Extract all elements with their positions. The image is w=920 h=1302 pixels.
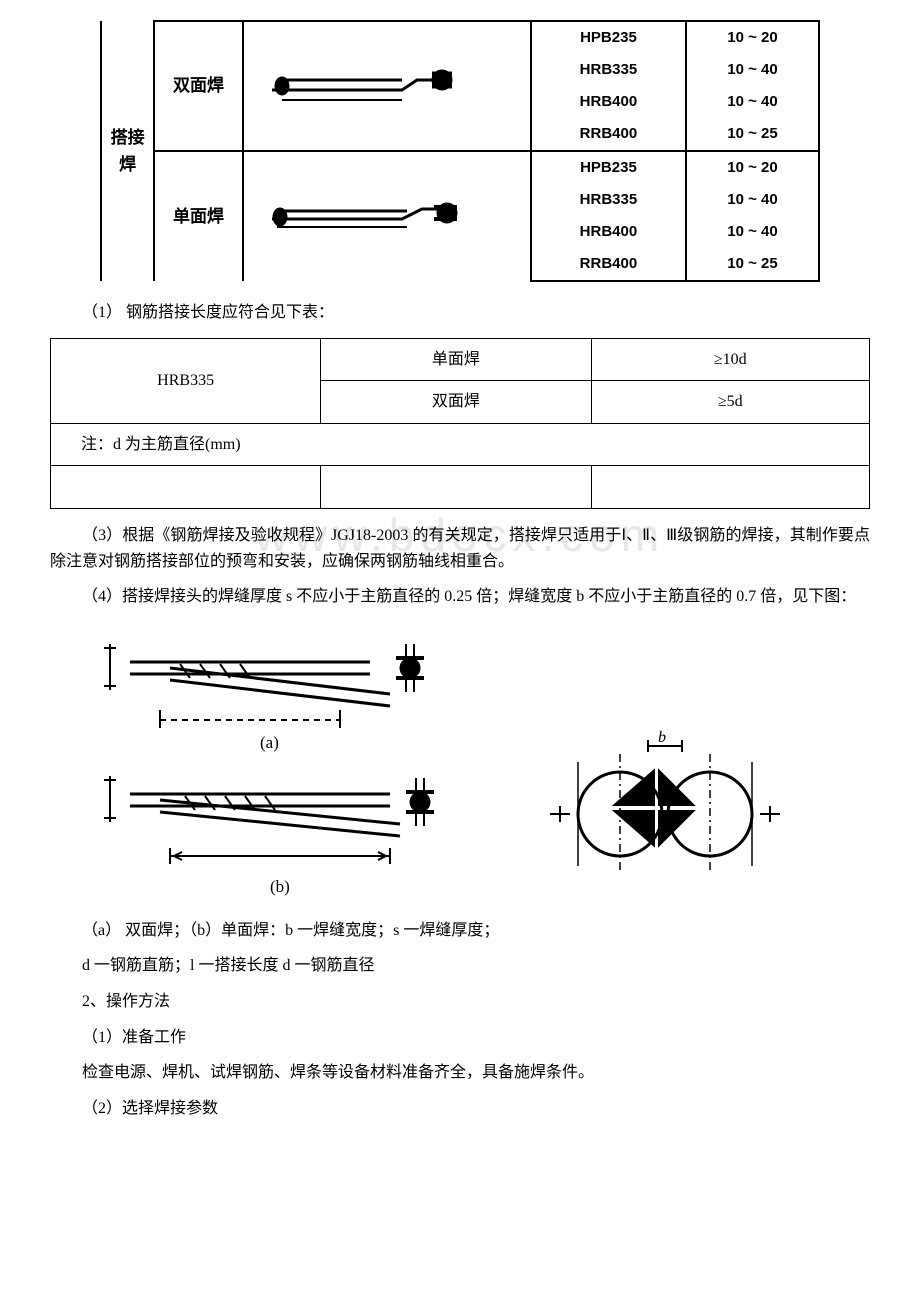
type-label-double: 双面焊	[154, 21, 243, 151]
code-cell: HRB400	[531, 86, 686, 118]
spec-left-header: HRB335	[51, 338, 321, 423]
code-cell: HRB400	[531, 216, 686, 248]
table-row: 注：d 为主筋直径(mm)	[51, 423, 870, 466]
range-cell: 10 ~ 25	[686, 118, 819, 151]
spec-cell: 双面焊	[321, 381, 591, 424]
section-2-1-body: 检查电源、焊机、试焊钢筋、焊条等设备材料准备齐全，具备施焊条件。	[50, 1060, 870, 1086]
section-2-2: （2）选择焊接参数	[50, 1096, 870, 1122]
diagram-dim-b: b	[658, 729, 666, 746]
lap-length-table: HRB335 单面焊 ≥10d 双面焊 ≥5d 注：d 为主筋直径(mm)	[50, 338, 870, 509]
section-2-1: （1）准备工作	[50, 1025, 870, 1051]
diagram-label-a: (a)	[260, 733, 279, 752]
section-2: 2、操作方法	[50, 989, 870, 1015]
caption-1: （1） 钢筋搭接长度应符合见下表：	[50, 300, 870, 326]
legend-d: d 一钢筋直筋；l 一搭接长度 d 一钢筋直径	[50, 953, 870, 979]
paragraph-3: （3）根据《钢筋焊接及验收规程》JGJ18-2003 的有关规定，搭接焊只适用于…	[50, 523, 870, 574]
code-cell: HPB235	[531, 21, 686, 54]
weld-classification-table: 搭接焊 双面焊 HPB235 10 ~ 20	[100, 20, 820, 282]
code-cell: RRB400	[531, 118, 686, 151]
diagram-label-b: (b)	[270, 877, 290, 896]
single-weld-icon	[243, 151, 531, 281]
range-cell: 10 ~ 20	[686, 151, 819, 184]
table-row	[51, 466, 870, 509]
spec-cell: ≥10d	[591, 338, 869, 381]
code-cell: RRB400	[531, 248, 686, 281]
range-cell: 10 ~ 40	[686, 86, 819, 118]
spec-cell: 单面焊	[321, 338, 591, 381]
range-cell: 10 ~ 40	[686, 184, 819, 216]
code-cell: HRB335	[531, 54, 686, 86]
double-weld-icon	[243, 21, 531, 151]
spec-empty	[321, 466, 591, 509]
type-label-single: 单面焊	[154, 151, 243, 281]
range-cell: 10 ~ 20	[686, 21, 819, 54]
side-label: 搭接焊	[101, 21, 154, 281]
paragraph-4: （4）搭接焊接头的焊缝厚度 s 不应小于主筋直径的 0.25 倍；焊缝宽度 b …	[50, 584, 870, 610]
code-cell: HPB235	[531, 151, 686, 184]
spec-cell: ≥5d	[591, 381, 869, 424]
code-cell: HRB335	[531, 184, 686, 216]
spec-note: 注：d 为主筋直径(mm)	[51, 423, 870, 466]
spec-empty	[591, 466, 869, 509]
weld-diagram: (a) (b)	[90, 624, 870, 904]
range-cell: 10 ~ 25	[686, 248, 819, 281]
legend-ab: （a） 双面焊；（b）单面焊：b 一焊缝宽度；s 一焊缝厚度；	[50, 918, 870, 944]
range-cell: 10 ~ 40	[686, 216, 819, 248]
range-cell: 10 ~ 40	[686, 54, 819, 86]
table-row: HRB335 单面焊 ≥10d	[51, 338, 870, 381]
spec-empty	[51, 466, 321, 509]
